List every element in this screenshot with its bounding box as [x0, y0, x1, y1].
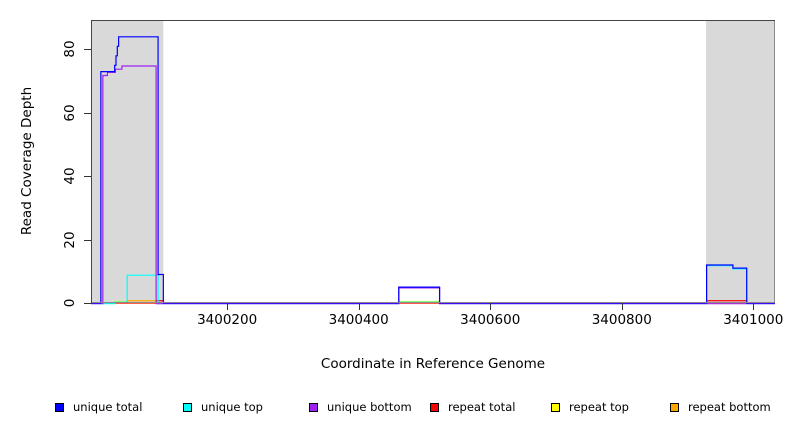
- series-line-unique-top: [91, 265, 775, 305]
- x-axis-title: Coordinate in Reference Genome: [320, 356, 546, 372]
- left-shaded-region: [91, 20, 164, 303]
- y-tick-label: 60: [62, 104, 78, 122]
- x-tick-label: 3400200: [197, 312, 258, 328]
- legend-label: repeat bottom: [688, 400, 771, 414]
- series-line-unique-bottom: [91, 65, 775, 305]
- legend-label: repeat total: [448, 400, 516, 414]
- plot-border-rect: [91, 20, 775, 303]
- highlight-regions: [91, 20, 775, 303]
- y-axis-title: Read Coverage Depth: [19, 86, 35, 236]
- x-tick-label: 3400400: [328, 312, 389, 328]
- legend-item-repeat-total: repeat total: [430, 399, 515, 415]
- legend: unique total unique top unique bottom repea…: [0, 399, 792, 417]
- x-tick-label: 3400800: [591, 312, 652, 328]
- legend-swatch-icon: [430, 402, 439, 412]
- x-tick-label: 3400600: [460, 312, 521, 328]
- series-line-unique-total: [91, 36, 775, 304]
- legend-swatch-icon: [670, 402, 679, 412]
- legend-swatch-icon: [309, 402, 318, 412]
- plot-border: [91, 20, 775, 303]
- legend-item-repeat-top: repeat top: [551, 399, 629, 415]
- legend-swatch-icon: [551, 402, 560, 412]
- legend-swatch-icon: [183, 402, 192, 412]
- legend-item-unique-total: unique total: [55, 399, 142, 415]
- y-tick-label: 40: [62, 167, 78, 185]
- y-tick-label: 0: [62, 298, 78, 308]
- legend-item-repeat-bottom: repeat bottom: [670, 399, 771, 415]
- axis-ticks: [84, 49, 754, 310]
- legend-label: unique bottom: [327, 400, 412, 414]
- legend-label: unique total: [73, 400, 143, 414]
- legend-label: unique top: [201, 400, 263, 414]
- legend-item-unique-top: unique top: [183, 399, 263, 415]
- right-shaded-region: [705, 20, 775, 303]
- legend-swatch-icon: [55, 402, 64, 412]
- legend-item-unique-bottom: unique bottom: [309, 399, 412, 415]
- y-tick-label: 80: [62, 40, 78, 59]
- legend-label: repeat top: [569, 400, 629, 414]
- y-tick-label: 20: [62, 231, 78, 249]
- x-tick-label: 3401000: [723, 312, 784, 328]
- coverage-series-lines: [91, 36, 775, 305]
